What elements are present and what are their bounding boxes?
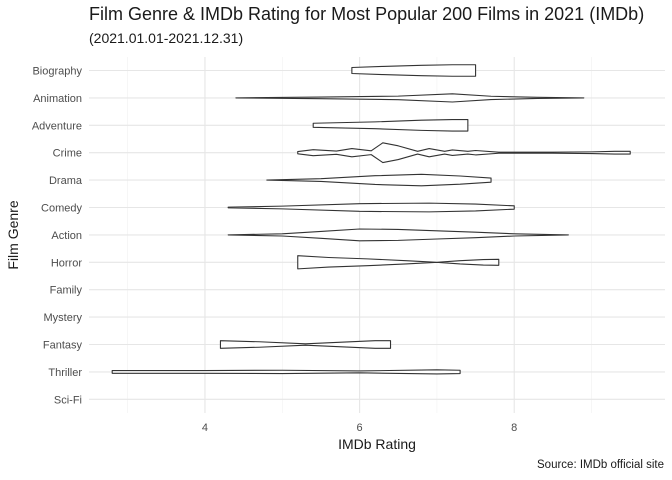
x-tick-label: 4 (202, 422, 208, 434)
y-tick-label: Crime (53, 148, 82, 160)
y-tick-label: Adventure (32, 120, 82, 132)
violin-layer (111, 64, 631, 375)
chart-subtitle: (2021.01.01-2021.12.31) (89, 30, 244, 46)
x-tick-label: 8 (511, 422, 517, 434)
y-tick-label: Drama (49, 175, 83, 187)
chart-title: Film Genre & IMDb Rating for Most Popula… (89, 4, 645, 24)
violin-action (227, 228, 569, 242)
y-tick-labels: Biography Animation Adventure Crime Drama Com… (32, 66, 83, 407)
violin-animation (235, 93, 585, 103)
y-tick-label: Horror (51, 257, 83, 269)
violin-adventure (312, 119, 469, 132)
y-tick-label: Comedy (41, 203, 82, 215)
y-tick-label: Biography (32, 66, 82, 78)
y-tick-label: Thriller (48, 367, 82, 379)
x-axis-title: IMDb Rating (338, 436, 416, 452)
violin-biography (351, 64, 477, 77)
y-tick-label: Mystery (44, 312, 83, 324)
violin-comedy (227, 202, 515, 213)
x-tick-labels: 4 6 8 (202, 422, 517, 434)
y-axis-title: Film Genre (5, 200, 21, 269)
violin-crime (297, 142, 631, 164)
y-tick-label: Animation (33, 93, 82, 105)
violin-drama (266, 173, 492, 187)
y-tick-label: Sci-Fi (54, 394, 82, 406)
y-tick-label: Fantasy (43, 340, 83, 352)
y-tick-label: Action (51, 230, 82, 242)
y-tick-label: Family (50, 285, 83, 297)
violin-horror (297, 255, 500, 270)
chart-caption: Source: IMDb official site (537, 459, 664, 471)
violin-fantasy (219, 340, 392, 349)
violin-thriller (111, 369, 461, 375)
x-tick-label: 6 (357, 422, 363, 434)
